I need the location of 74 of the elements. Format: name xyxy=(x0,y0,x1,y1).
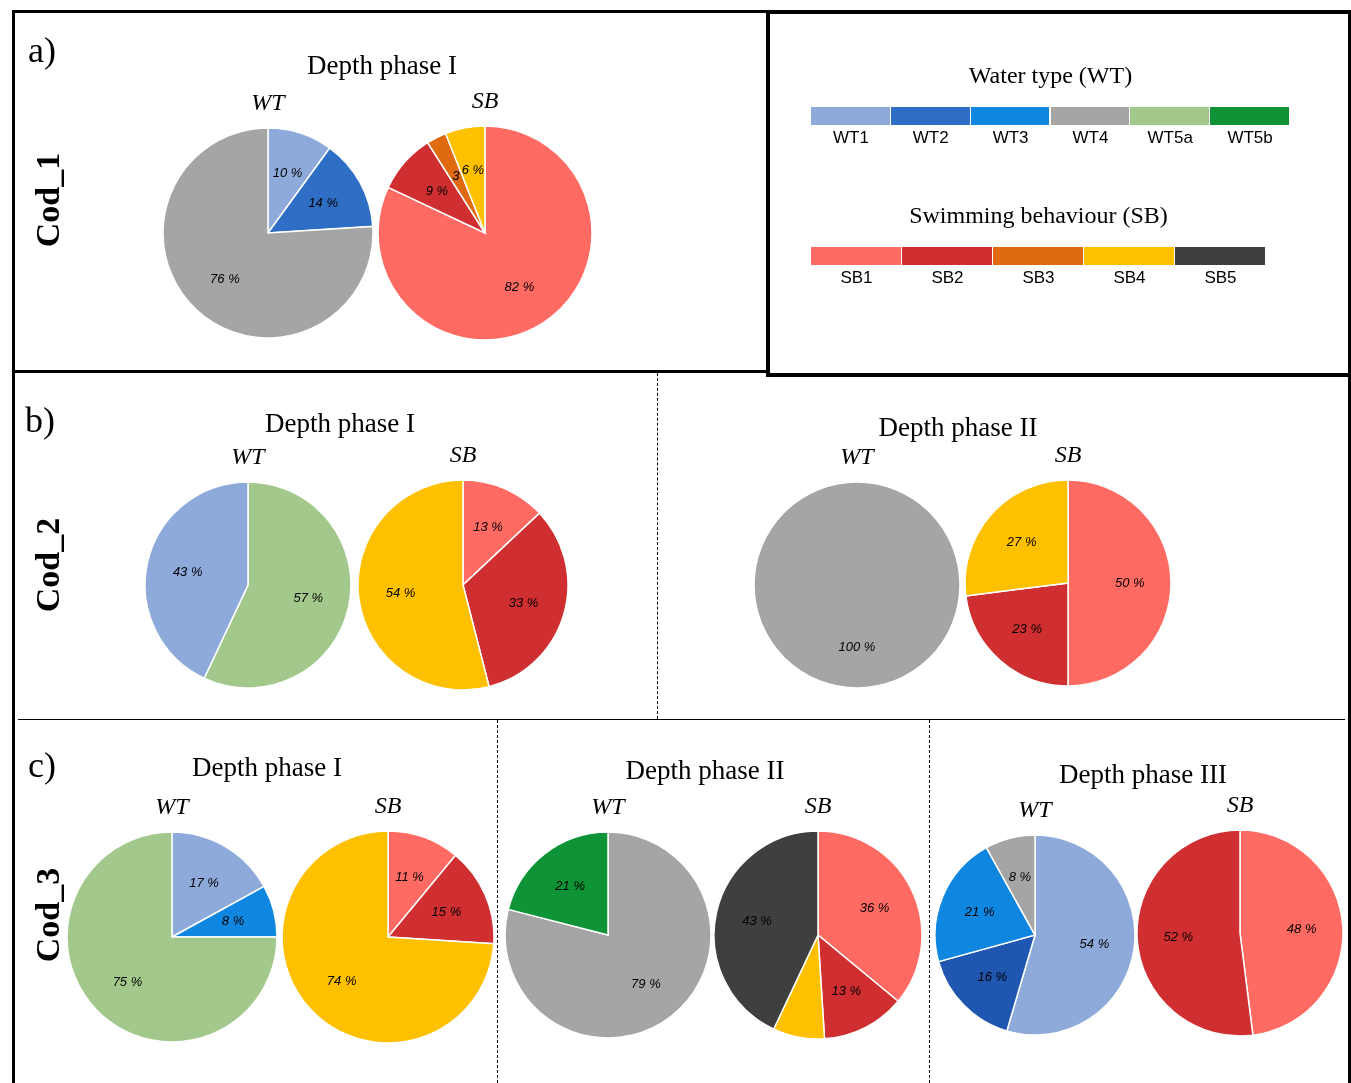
category-label: WT5b xyxy=(1226,128,1274,148)
category-label: WT4 xyxy=(1071,128,1110,148)
chart-subtitle: Depth phase III xyxy=(1059,758,1227,790)
data-label: 33 % xyxy=(508,594,539,610)
chart-subtitle: Depth phase I xyxy=(265,407,415,439)
data-label: 8 % xyxy=(1008,868,1032,884)
data-label: 54 % xyxy=(1079,935,1110,951)
data-label: 76 % xyxy=(210,270,240,286)
pie-slice xyxy=(66,831,278,1043)
data-label: 74 % xyxy=(326,972,357,988)
category-label: SB1 xyxy=(839,268,874,288)
category-label: WT2 xyxy=(911,128,950,148)
data-label: 50 % xyxy=(1114,575,1145,590)
data-label: 23 % xyxy=(1011,621,1042,637)
chart-title: SB xyxy=(449,441,477,467)
category-label: SB3 xyxy=(1021,268,1056,288)
category-label: SB5 xyxy=(1203,268,1238,288)
data-label: 54 % xyxy=(385,584,416,600)
data-label: 3 xyxy=(452,167,461,183)
data-label: 11 % xyxy=(395,869,424,885)
chart-title: WT xyxy=(591,793,627,819)
data-label: 27 % xyxy=(1005,534,1037,550)
data-label: 75 % xyxy=(112,973,143,989)
data-label: 43 % xyxy=(742,913,772,929)
chart-title: WT xyxy=(231,443,267,469)
text: Cod_1 xyxy=(29,152,67,248)
category-label: WT5a xyxy=(1146,128,1194,148)
chart-subtitle: Depth phase II xyxy=(625,754,785,786)
category-label: SB2 xyxy=(930,268,965,288)
data-label: 48 % xyxy=(1286,921,1317,937)
text: Cod_3 xyxy=(29,867,67,963)
chart-title: WT xyxy=(840,443,876,469)
data-label: 10 % xyxy=(272,165,303,181)
data-label: 43 % xyxy=(172,563,203,579)
chart-title: SB xyxy=(1054,441,1082,467)
text: Water type (WT) xyxy=(967,62,1134,89)
pie-slice xyxy=(281,830,495,1044)
data-label: 8 % xyxy=(221,913,245,929)
data-label: 6 % xyxy=(461,161,485,177)
data-label: 15 % xyxy=(431,903,462,919)
text: Cod_2 xyxy=(29,517,67,613)
data-label: 16 % xyxy=(977,969,1008,985)
data-label: 52 % xyxy=(1163,928,1194,944)
data-label: 21 % xyxy=(963,903,995,919)
data-label: 21 % xyxy=(554,878,585,894)
data-label: 14 % xyxy=(308,194,339,210)
chart-subtitle: Depth phase I xyxy=(192,751,342,783)
chart-title: WT xyxy=(251,89,287,115)
chart-title: SB xyxy=(1226,791,1254,817)
text: c) xyxy=(28,744,56,786)
data-label: 36 % xyxy=(859,900,890,916)
chart-title: SB xyxy=(471,87,499,113)
chart-title: SB xyxy=(374,792,402,818)
category-label: WT3 xyxy=(991,128,1030,148)
chart-subtitle: Depth phase II xyxy=(878,411,1038,443)
text: a) xyxy=(28,29,56,71)
category-label: WT1 xyxy=(831,128,870,148)
data-label: 13 % xyxy=(831,982,862,998)
text: b) xyxy=(25,399,55,441)
data-label: 100 % xyxy=(838,638,876,654)
data-label: 82 % xyxy=(504,279,535,295)
pie-slice xyxy=(162,127,374,339)
data-label: 57 % xyxy=(293,590,324,606)
data-label: 13 % xyxy=(473,519,503,535)
chart-title: SB xyxy=(804,792,832,818)
chart-title: WT xyxy=(1018,796,1054,822)
data-label: 17 % xyxy=(189,874,219,890)
text: Swimming behaviour (SB) xyxy=(908,202,1169,229)
chart-title: WT xyxy=(155,793,191,819)
pie-slice xyxy=(377,125,593,341)
category-label: SB4 xyxy=(1112,268,1147,288)
data-label: 79 % xyxy=(631,975,661,991)
data-label: 9 % xyxy=(425,182,449,198)
chart-subtitle: Depth phase I xyxy=(307,49,457,81)
